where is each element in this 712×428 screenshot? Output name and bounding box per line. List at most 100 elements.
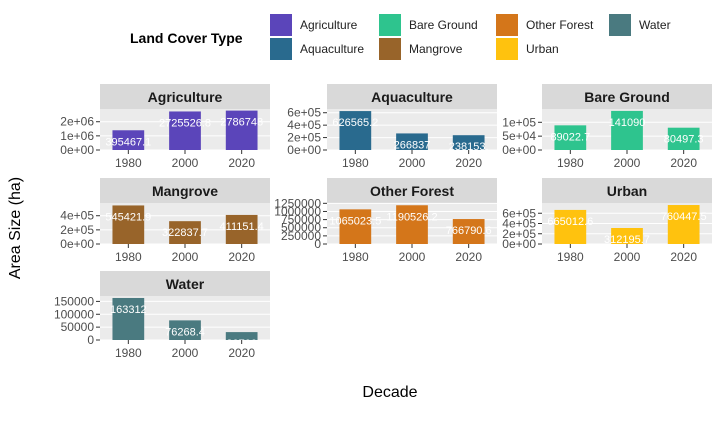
legend-label-urban: Urban xyxy=(526,42,559,56)
data-label: 80497.3 xyxy=(664,134,704,146)
legend-label-bare-ground: Bare Ground xyxy=(409,18,478,32)
x-tick-label: 2000 xyxy=(172,156,199,170)
facet-strip-agriculture xyxy=(100,84,270,109)
data-label: 76268.4 xyxy=(165,326,205,338)
y-tick-label: 150000 xyxy=(54,294,94,308)
legend-label-water: Water xyxy=(639,18,671,32)
y-tick-label: 0e+00 xyxy=(287,143,321,157)
y-tick-label: 1e+05 xyxy=(502,115,536,129)
bar-water-1980 xyxy=(112,297,145,340)
bar-mangrove-2020 xyxy=(225,214,258,244)
y-tick-label: 0e+00 xyxy=(502,143,536,157)
data-label: 760447.5 xyxy=(661,211,707,223)
y-tick-label: 0e+00 xyxy=(60,143,94,157)
facet-strip-aquaculture xyxy=(327,84,497,109)
legend-swatch-aquaculture xyxy=(270,38,292,60)
x-tick-label: 2020 xyxy=(228,250,255,264)
facet-title-water: Water xyxy=(166,276,205,292)
x-tick-label: 2020 xyxy=(455,250,482,264)
x-tick-label: 1980 xyxy=(115,156,142,170)
data-label: 665012.6 xyxy=(547,216,593,228)
data-label: 411151.4 xyxy=(220,221,264,233)
x-tick-label: 2000 xyxy=(399,250,426,264)
facet-title-mangrove: Mangrove xyxy=(152,183,218,199)
y-tick-label: 1250000 xyxy=(274,196,321,210)
legend-item-aquaculture: Aquaculture xyxy=(270,38,364,60)
x-tick-label: 1980 xyxy=(557,250,584,264)
x-tick-label: 2020 xyxy=(455,156,482,170)
y-tick-label: 5e+04 xyxy=(502,129,536,143)
y-tick-label: 0 xyxy=(87,333,94,347)
y-tick-label: 750000 xyxy=(281,213,321,227)
data-label: 1190526.2 xyxy=(386,211,437,223)
data-label: 89022.7 xyxy=(550,131,590,143)
y-tick-label: 6e+05 xyxy=(502,206,536,220)
bar-water-2020 xyxy=(225,332,258,340)
legend-swatch-agriculture xyxy=(270,14,292,36)
facet-title-urban: Urban xyxy=(607,183,647,199)
legend-swatch-other-forest xyxy=(496,14,518,36)
x-axis-title: Decade xyxy=(362,384,417,401)
legend-item-water: Water xyxy=(609,14,671,36)
facet-title-agriculture: Agriculture xyxy=(148,89,223,105)
legend-swatch-water xyxy=(609,14,631,36)
bar-agriculture-2000 xyxy=(169,111,201,150)
data-label: 545421.9 xyxy=(105,211,151,223)
facet-strip-mangrove xyxy=(100,178,270,203)
y-tick-label: 1000000 xyxy=(274,204,321,218)
data-label: 766790.6 xyxy=(446,225,492,237)
data-label: 163312 xyxy=(110,304,147,316)
legend: Land Cover Type Agriculture Aquaculture … xyxy=(0,0,712,70)
y-tick-label: 2e+06 xyxy=(60,115,94,129)
facet-panels: Agriculture0e+001e+062e+06395467.1198027… xyxy=(54,84,712,360)
bar-bare-ground-2000 xyxy=(611,110,643,150)
bar-other-forest-2000 xyxy=(396,205,428,244)
y-tick-label: 50000 xyxy=(61,320,95,334)
legend-item-urban: Urban xyxy=(496,38,559,60)
x-tick-label: 1980 xyxy=(557,156,584,170)
data-label: 141090 xyxy=(609,117,646,129)
y-tick-label: 250000 xyxy=(281,229,321,243)
facet-title-other-forest: Other Forest xyxy=(370,183,454,199)
data-label: 1065023.5 xyxy=(329,215,381,227)
facet-title-aquaculture: Aquaculture xyxy=(371,89,453,105)
legend-item-bare-ground: Bare Ground xyxy=(379,14,478,36)
legend-swatch-bare-ground xyxy=(379,14,401,36)
x-tick-label: 1980 xyxy=(342,156,369,170)
x-tick-label: 2020 xyxy=(670,250,697,264)
x-tick-label: 1980 xyxy=(342,250,369,264)
y-tick-label: 2e+05 xyxy=(60,223,94,237)
y-tick-label: 500000 xyxy=(281,221,321,235)
bar-mangrove-2000 xyxy=(169,221,201,244)
bar-other-forest-2020 xyxy=(452,219,485,244)
bar-other-forest-1980 xyxy=(339,209,372,244)
y-tick-label: 0e+00 xyxy=(60,237,94,251)
facet-strip-water xyxy=(100,271,270,296)
y-tick-label: 4e+05 xyxy=(60,209,94,223)
y-tick-label: 4e+05 xyxy=(287,118,321,132)
legend-label-other-forest: Other Forest xyxy=(526,18,594,32)
bar-bare-ground-2020 xyxy=(667,127,700,150)
legend-item-other-forest: Other Forest xyxy=(496,14,593,36)
bar-urban-1980 xyxy=(554,209,587,244)
legend-item-agriculture: Agriculture xyxy=(270,14,357,36)
legend-label-aquaculture: Aquaculture xyxy=(300,42,365,56)
y-tick-label: 100000 xyxy=(54,307,94,321)
bar-bare-ground-1980 xyxy=(554,125,587,150)
y-tick-label: 6e+05 xyxy=(287,106,321,120)
bar-water-2000 xyxy=(169,320,201,340)
y-tick-label: 0 xyxy=(314,237,321,251)
x-tick-label: 2020 xyxy=(670,156,697,170)
data-label: 266837 xyxy=(394,139,431,151)
bar-urban-2020 xyxy=(667,205,700,244)
x-tick-label: 2020 xyxy=(228,346,255,360)
bar-aquaculture-2000 xyxy=(396,133,428,150)
x-tick-label: 2000 xyxy=(614,156,641,170)
x-tick-label: 1980 xyxy=(115,346,142,360)
facet-strip-urban xyxy=(542,178,712,203)
data-label: 395467.1 xyxy=(105,136,151,148)
x-tick-label: 2020 xyxy=(228,156,255,170)
legend-item-mangrove: Mangrove xyxy=(379,38,462,60)
legend-swatch-urban xyxy=(496,38,518,60)
